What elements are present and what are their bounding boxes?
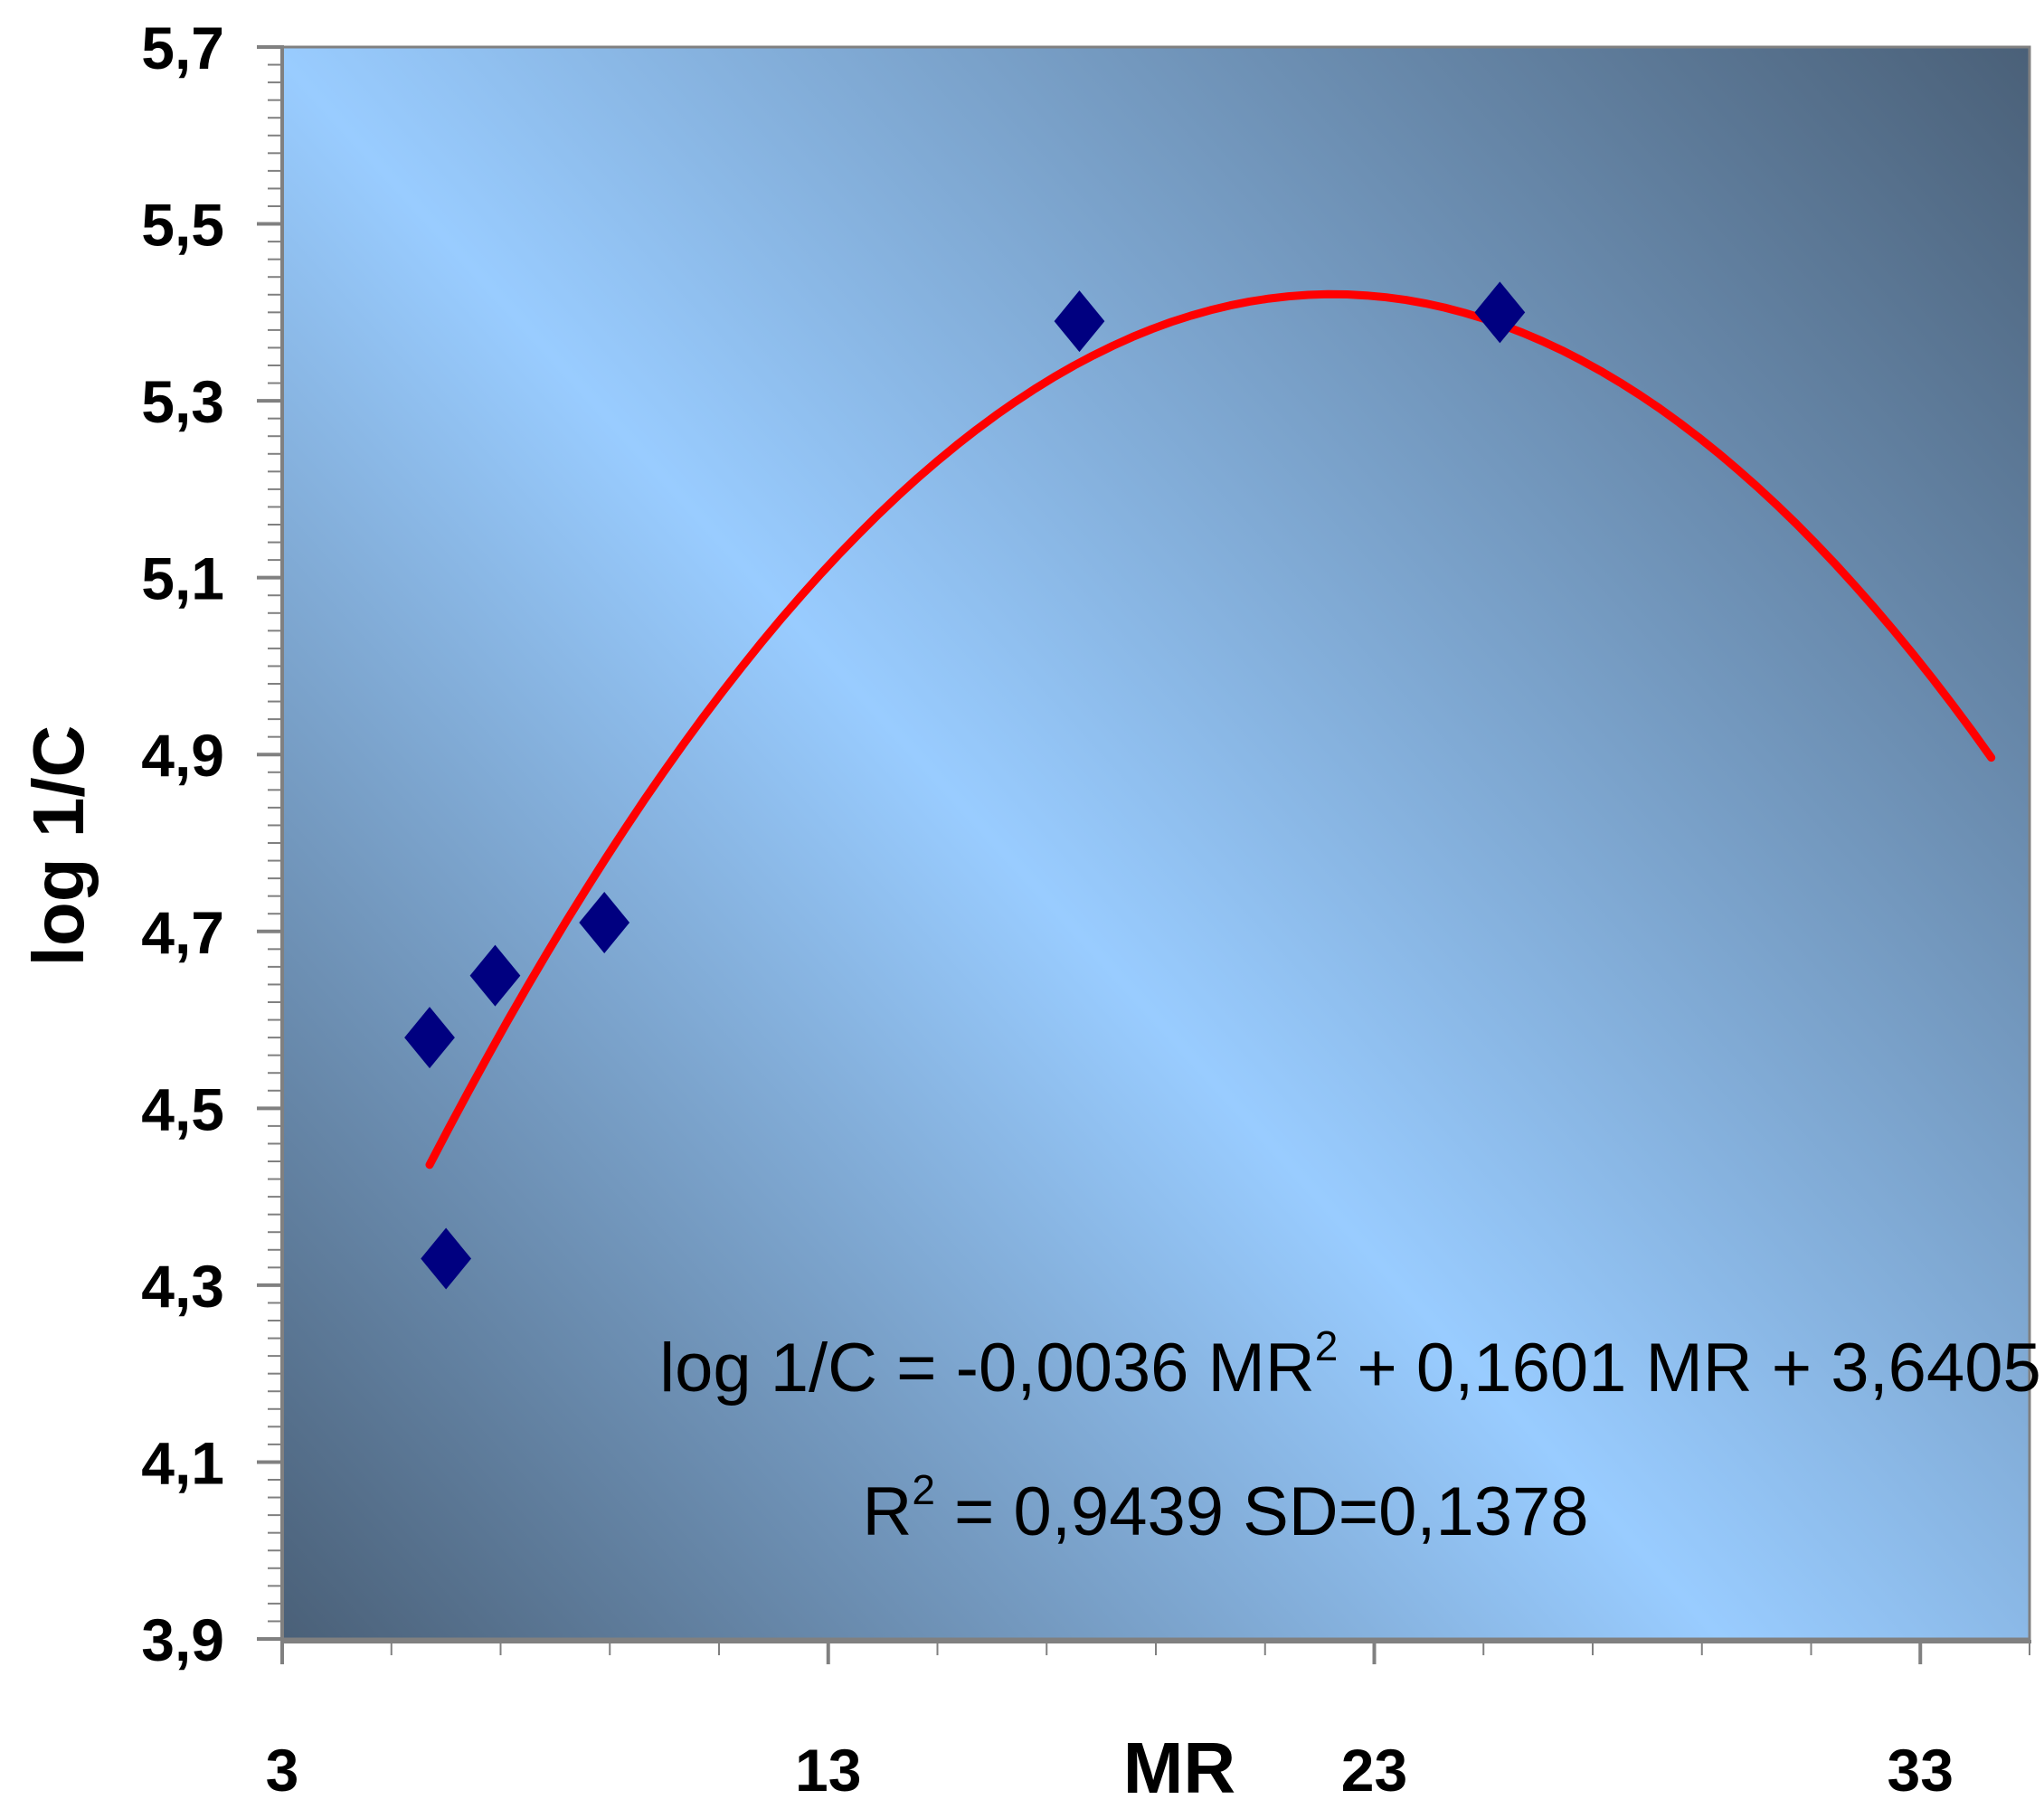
x-tick-label: 3 [266, 1737, 299, 1804]
data-point-marker [469, 944, 521, 1007]
x-tick-label: 23 [1341, 1737, 1407, 1804]
y-axis-ticks [257, 45, 282, 1641]
data-point-marker [404, 1007, 455, 1069]
x-tick-labels: 3 13 23 33 [266, 1737, 1954, 1804]
y-tick-label: 4,3 [141, 1253, 224, 1320]
data-point-marker [1474, 281, 1526, 344]
equation-line-1: log 1/C = -0,0036 MR2 + 0,1601 MR + 3,64… [659, 1322, 2041, 1406]
y-tick-label: 5,3 [141, 368, 224, 435]
y-tick-label: 5,5 [141, 192, 224, 259]
equation-line-2: R2 = 0,9439 SD=0,1378 [862, 1466, 1588, 1550]
plot-area [280, 45, 2031, 1641]
x-axis-ticks [280, 1642, 2030, 1664]
y-tick-label: 3,9 [141, 1606, 224, 1673]
x-tick-label: 13 [795, 1737, 861, 1804]
y-tick-label: 4,9 [141, 722, 224, 789]
y-axis-title: log 1/C [18, 725, 99, 967]
x-axis-title: MR [1123, 1728, 1235, 1808]
y-tick-label: 4,1 [141, 1429, 224, 1496]
y-tick-label: 5,1 [141, 545, 224, 612]
y-tick-label: 4,5 [141, 1075, 224, 1142]
equation-line-1-sup: 2 [1315, 1322, 1339, 1369]
data-point-marker [421, 1227, 472, 1290]
data-point-marker [579, 892, 630, 953]
equation-line-1-b: + 0,1601 MR + 3,6405 [1338, 1330, 2040, 1406]
y-tick-label: 4,7 [141, 899, 224, 966]
y-tick-labels: 5,7 5,5 5,3 5,1 4,9 4,7 4,5 4,3 4,1 3,9 [141, 14, 224, 1673]
equation-line-1-a: log 1/C = -0,0036 MR [659, 1330, 1315, 1406]
data-point-marker [1054, 290, 1105, 353]
data-points [404, 281, 1526, 1290]
equation-line-2-a: R [862, 1473, 912, 1550]
y-tick-label: 5,7 [141, 14, 224, 81]
fit-curve [425, 289, 1996, 1170]
equation-line-2-sup: 2 [912, 1466, 935, 1513]
x-tick-label: 33 [1888, 1737, 1954, 1804]
equation-line-2-b: = 0,9439 SD=0,1378 [935, 1473, 1589, 1550]
